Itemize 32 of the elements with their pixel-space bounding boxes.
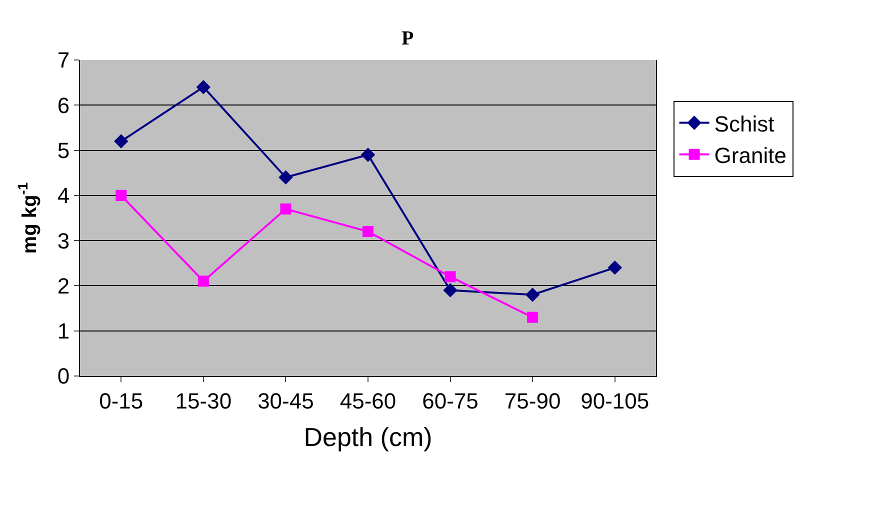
point xyxy=(198,276,209,287)
y-tick-label: 5 xyxy=(57,138,70,163)
x-tick-label: 15-30 xyxy=(175,388,232,414)
point xyxy=(278,170,293,185)
y-tick-label: 7 xyxy=(57,48,70,73)
point xyxy=(360,148,376,162)
point xyxy=(280,203,292,214)
y-tick-label: 3 xyxy=(57,228,70,254)
x-tick-label: 75-90 xyxy=(504,388,561,414)
x-axis-title: Depth (cm) xyxy=(304,422,432,452)
x-tick-label: 45-60 xyxy=(340,388,396,414)
y-tick-label: 1 xyxy=(57,318,70,344)
point xyxy=(444,271,456,282)
x-tick-label: 60-75 xyxy=(422,388,478,414)
x-tick-label: 30-45 xyxy=(258,388,314,414)
x-tick-label: 90-105 xyxy=(580,388,650,414)
x-tick-label: 0-15 xyxy=(99,388,144,414)
chart-title: P xyxy=(401,27,414,50)
y-tick-label: 4 xyxy=(57,183,70,208)
legend-label: Granite xyxy=(714,142,786,168)
point xyxy=(443,283,458,298)
y-tick-label: 0 xyxy=(57,364,70,389)
point xyxy=(525,288,540,302)
y-tick-label: 2 xyxy=(57,273,70,298)
point xyxy=(608,260,622,275)
point xyxy=(116,190,127,201)
legend-label: Schist xyxy=(714,111,774,136)
point xyxy=(196,80,211,94)
point xyxy=(114,134,128,148)
point xyxy=(527,312,538,323)
point xyxy=(362,226,374,238)
y-tick-label: 6 xyxy=(57,92,70,118)
